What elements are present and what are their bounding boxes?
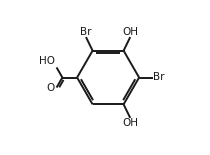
Text: Br: Br (80, 27, 91, 37)
Text: Br: Br (153, 73, 165, 82)
Text: HO: HO (39, 56, 55, 66)
Text: OH: OH (123, 27, 139, 37)
Text: OH: OH (123, 118, 139, 128)
Text: O: O (46, 83, 54, 93)
